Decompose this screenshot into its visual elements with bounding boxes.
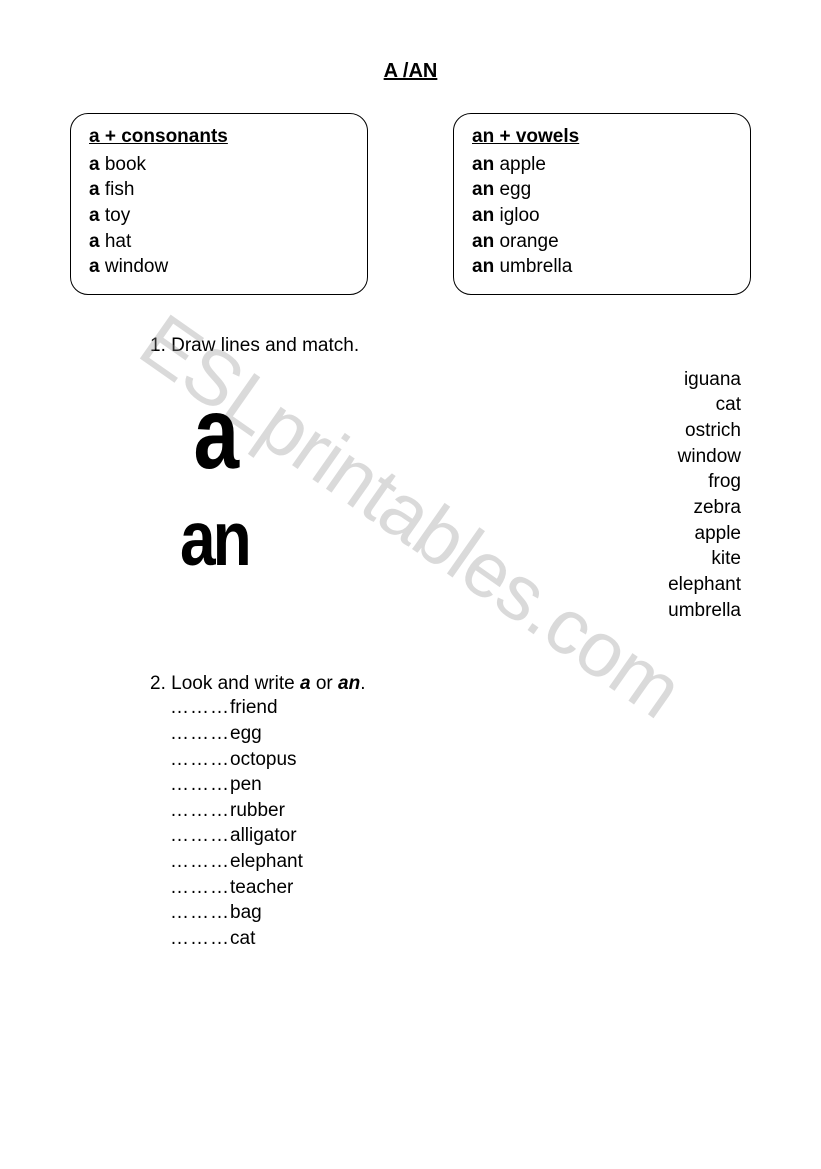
rule-boxes: a + consonants a book a fish a toy a hat…: [70, 113, 751, 295]
instruction-text: .: [360, 673, 365, 694]
exercise1-instruction: 1. Draw lines and match.: [150, 335, 751, 357]
blank-dots: ………: [170, 774, 230, 795]
article-an: an: [472, 256, 494, 277]
fill-row: ………bag: [170, 900, 751, 926]
blank-dots: ………: [170, 877, 230, 898]
blank-dots: ………: [170, 902, 230, 923]
rule-box-an: an + vowels an apple an egg an igloo an …: [453, 113, 751, 295]
match-word: iguana: [668, 367, 741, 393]
fill-row: ………elephant: [170, 849, 751, 875]
example-word: window: [105, 256, 168, 277]
article-a: a: [89, 231, 100, 252]
fill-row: ………rubber: [170, 798, 751, 824]
blank-dots: ………: [170, 825, 230, 846]
fill-word: teacher: [230, 877, 293, 898]
article-a: a: [89, 256, 100, 277]
exercise2-list: ………friend ………egg ………octopus ………pen ………ru…: [170, 695, 751, 951]
match-word: ostrich: [668, 418, 741, 444]
instruction-text: 2. Look and write: [150, 673, 300, 694]
fill-row: ………pen: [170, 772, 751, 798]
blank-dots: ………: [170, 851, 230, 872]
exercise1-words: iguana cat ostrich window frog zebra app…: [668, 367, 751, 623]
fill-word: bag: [230, 902, 262, 923]
article-an: an: [472, 205, 494, 226]
match-word: apple: [668, 521, 741, 547]
blank-dots: ………: [170, 697, 230, 718]
fill-word: octopus: [230, 749, 297, 770]
example-word: orange: [499, 231, 558, 252]
example-word: apple: [499, 154, 546, 175]
instruction-italic-an: an: [338, 673, 360, 694]
example-word: hat: [105, 231, 131, 252]
blank-dots: ………: [170, 800, 230, 821]
fill-word: cat: [230, 928, 255, 949]
exercise1-area: a an iguana cat ostrich window frog zebr…: [150, 367, 751, 623]
match-word: cat: [668, 392, 741, 418]
fill-row: ………cat: [170, 926, 751, 952]
article-a: a: [89, 154, 100, 175]
rule-box-a-example: a toy: [89, 203, 349, 229]
article-a: a: [89, 179, 100, 200]
fill-row: ………teacher: [170, 875, 751, 901]
rule-box-a-example: a book: [89, 152, 349, 178]
match-word: frog: [668, 469, 741, 495]
fill-word: rubber: [230, 800, 285, 821]
example-word: igloo: [499, 205, 539, 226]
blank-dots: ………: [170, 749, 230, 770]
match-word: zebra: [668, 495, 741, 521]
fill-word: pen: [230, 774, 262, 795]
example-word: toy: [105, 205, 130, 226]
article-a: a: [89, 205, 100, 226]
fill-row: ………friend: [170, 695, 751, 721]
fill-word: friend: [230, 697, 278, 718]
instruction-italic-a: a: [300, 673, 311, 694]
rule-box-an-example: an apple: [472, 152, 732, 178]
example-word: umbrella: [499, 256, 572, 277]
match-word: kite: [668, 546, 741, 572]
exercise2-instruction: 2. Look and write a or an.: [150, 673, 751, 695]
match-word: umbrella: [668, 598, 741, 624]
rule-box-a-example: a window: [89, 254, 349, 280]
rule-box-a-example: a hat: [89, 229, 349, 255]
fill-row: ………octopus: [170, 747, 751, 773]
worksheet-page: ESLprintables.com A /AN a + consonants a…: [0, 0, 821, 992]
article-an: an: [472, 179, 494, 200]
page-title: A /AN: [70, 60, 751, 83]
fill-word: egg: [230, 723, 262, 744]
rule-box-an-heading: an + vowels: [472, 124, 732, 150]
article-an: an: [472, 231, 494, 252]
fill-row: ………egg: [170, 721, 751, 747]
rule-box-an-example: an igloo: [472, 203, 732, 229]
rule-box-an-example: an orange: [472, 229, 732, 255]
example-word: book: [105, 154, 146, 175]
example-word: egg: [499, 179, 531, 200]
blank-dots: ………: [170, 723, 230, 744]
article-an: an: [472, 154, 494, 175]
match-word: elephant: [668, 572, 741, 598]
blank-dots: ………: [170, 928, 230, 949]
rule-box-a-heading: a + consonants: [89, 124, 349, 150]
rule-box-an-example: an umbrella: [472, 254, 732, 280]
fill-word: alligator: [230, 825, 297, 846]
fill-row: ………alligator: [170, 823, 751, 849]
big-article-an: an: [180, 505, 249, 574]
rule-box-a: a + consonants a book a fish a toy a hat…: [70, 113, 368, 295]
big-article-a: a: [194, 388, 236, 480]
example-word: fish: [105, 179, 135, 200]
rule-box-a-example: a fish: [89, 177, 349, 203]
match-word: window: [668, 444, 741, 470]
exercise1-articles: a an: [150, 367, 249, 623]
rule-box-an-example: an egg: [472, 177, 732, 203]
fill-word: elephant: [230, 851, 303, 872]
instruction-text: or: [311, 673, 338, 694]
